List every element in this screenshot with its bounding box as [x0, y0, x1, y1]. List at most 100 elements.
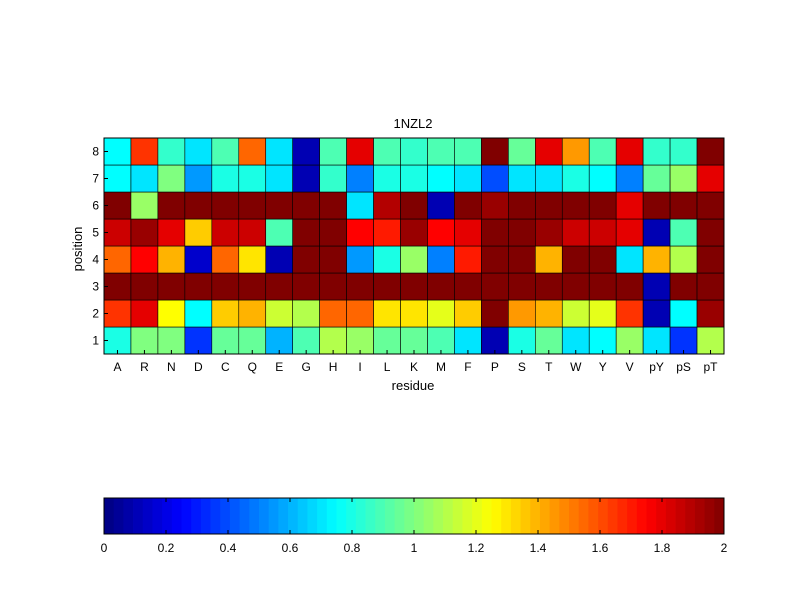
heatmap-cell — [642, 137, 671, 166]
heatmap-cell — [319, 299, 347, 328]
heatmap-cell — [319, 272, 347, 301]
heatmap-cell — [427, 137, 455, 166]
heatmap-cell — [184, 164, 213, 193]
colorbar-segment — [472, 498, 483, 534]
colorbar-segment — [481, 498, 492, 534]
heatmap-cell — [454, 326, 482, 355]
colorbar-ticks: 0 0.2 0.4 0.6 0.8 1 1.2 1.4 1.6 1.8 2 — [101, 498, 728, 555]
heatmap-cell — [292, 164, 320, 193]
colorbar-segment — [627, 498, 638, 534]
colorbar-segment — [133, 498, 144, 534]
colorbar-segment — [162, 498, 173, 534]
colorbar-segment — [675, 498, 686, 534]
colorbar-segment — [142, 498, 153, 534]
colorbar-segment — [636, 498, 647, 534]
heatmap-cell — [400, 272, 428, 301]
heatmap-cell — [481, 272, 509, 301]
heatmap-cell — [346, 191, 374, 220]
heatmap-cell — [292, 299, 320, 328]
heatmap-cell — [400, 245, 428, 274]
heatmap-cell — [292, 272, 320, 301]
heatmap-cell — [103, 299, 132, 328]
colorbar-segment — [530, 498, 541, 534]
heatmap-cell — [588, 299, 617, 328]
heatmap-cell — [292, 326, 320, 355]
colorbar-segment — [462, 498, 473, 534]
colorbar-segment — [539, 498, 551, 534]
y-tick-label: 7 — [92, 172, 99, 186]
heatmap-cell — [319, 245, 347, 274]
heatmap-cell — [238, 272, 267, 301]
heatmap-cell — [535, 218, 563, 247]
heatmap-cell — [292, 218, 320, 247]
heatmap-cell — [184, 218, 213, 247]
heatmap-cell — [103, 137, 132, 166]
heatmap-cell — [669, 218, 698, 247]
colorbar-segment — [384, 498, 396, 534]
heatmap-cell — [508, 326, 536, 355]
heatmap-cell — [454, 245, 482, 274]
heatmap-cell — [642, 191, 671, 220]
x-tick-label: L — [384, 360, 391, 374]
colorbar-segment — [200, 498, 211, 534]
heatmap-cell — [130, 272, 159, 301]
heatmap-cell — [481, 218, 509, 247]
heatmap-cell — [157, 272, 186, 301]
colorbar-segment — [598, 498, 609, 534]
heatmap-cell — [588, 272, 617, 301]
colorbar-segment — [578, 498, 589, 534]
heatmap-cell — [588, 245, 617, 274]
heatmap-cell — [265, 164, 293, 193]
heatmap-cell — [642, 245, 671, 274]
y-tick-label: 1 — [92, 334, 99, 348]
colorbar-segment — [229, 498, 241, 534]
heatmap-cell — [130, 164, 159, 193]
colorbar-segment — [694, 498, 706, 534]
x-tick-label: Y — [599, 360, 607, 374]
colorbar-segment — [443, 498, 454, 534]
heatmap-cell — [454, 137, 482, 166]
heatmap-cell — [346, 164, 374, 193]
heatmap-cell — [669, 272, 698, 301]
heatmap-cell — [211, 191, 240, 220]
colorbar-segment — [317, 498, 328, 534]
heatmap-cell — [184, 299, 213, 328]
colorbar-segment — [152, 498, 163, 534]
heatmap-cell — [157, 326, 186, 355]
colorbar-tick-label: 2 — [721, 541, 728, 555]
heatmap-cell — [535, 164, 563, 193]
heatmap-cell — [508, 137, 536, 166]
colorbar-segment — [365, 498, 376, 534]
heatmap-cell — [130, 218, 159, 247]
colorbar-segment — [355, 498, 366, 534]
heatmap-cells — [103, 137, 725, 355]
colorbar-segment — [307, 498, 318, 534]
colorbar-segment — [336, 498, 347, 534]
heatmap-cell — [588, 137, 617, 166]
heatmap-cell — [642, 164, 671, 193]
heatmap-cell — [265, 326, 293, 355]
heatmap-cell — [238, 191, 267, 220]
heatmap-cell — [696, 245, 725, 274]
heatmap-cell — [130, 326, 159, 355]
heatmap-cell — [561, 299, 590, 328]
heatmap-cell — [265, 218, 293, 247]
heatmap-cell — [400, 218, 428, 247]
x-tick-label: C — [221, 360, 230, 374]
heatmap-cell — [588, 326, 617, 355]
heatmap-cell — [238, 218, 267, 247]
x-tick-label: H — [329, 360, 338, 374]
heatmap-cell — [481, 191, 509, 220]
heatmap-cell — [130, 137, 159, 166]
heatmap-cell — [211, 164, 240, 193]
colorbar-segment — [404, 498, 415, 534]
heatmap-cell — [265, 245, 293, 274]
x-tick-label: V — [626, 360, 634, 374]
heatmap-cell — [508, 272, 536, 301]
heatmap-cell — [292, 191, 320, 220]
heatmap-cell — [615, 245, 644, 274]
colorbar-segment — [501, 498, 512, 534]
heatmap-cell — [292, 137, 320, 166]
y-tick-label: 5 — [92, 226, 99, 240]
